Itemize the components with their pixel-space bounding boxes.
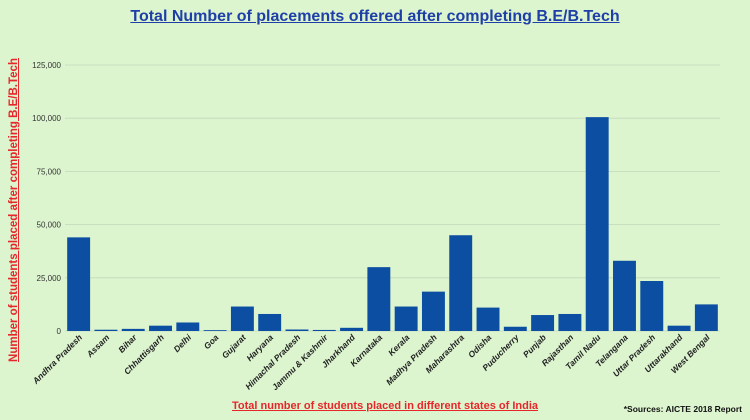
bar-uttar-pradesh (640, 280, 664, 331)
bar-gujarat (230, 306, 254, 331)
bar-uttarakhand (667, 325, 691, 331)
bar-punjab (531, 315, 555, 331)
bar-andhra-pradesh (67, 237, 91, 331)
bar-chhattisgarh (149, 325, 172, 331)
bar-goa (203, 330, 227, 331)
bar-odisha (476, 307, 500, 331)
bar-telangana (613, 260, 636, 331)
x-tick-label: Andhra Pradesh (30, 332, 84, 386)
bar-haryana (258, 313, 282, 331)
y-tick-label: 100,000 (32, 114, 61, 123)
bar-rajasthan (558, 313, 582, 331)
x-tick-label: Kerala (386, 332, 412, 358)
bar-assam (94, 329, 118, 331)
source-note: *Sources: AICTE 2018 Report (623, 404, 742, 414)
grid-lines (65, 64, 720, 332)
bar-himachal-pradesh (285, 329, 309, 331)
bar-tamil-nadu (585, 117, 609, 331)
bar-west-bengal (694, 304, 718, 331)
y-tick-label: 125,000 (32, 61, 61, 70)
bar-delhi (176, 322, 200, 331)
y-tick-label: 75,000 (37, 167, 62, 176)
bar-karnataka (367, 267, 391, 331)
bar-maharashtra (449, 235, 473, 331)
bar-madhya-pradesh (421, 291, 445, 331)
y-tick-label: 25,000 (37, 274, 62, 283)
x-tick-label: Delhi (171, 332, 193, 354)
chart-title: Total Number of placements offered after… (130, 8, 620, 25)
bar-jammu-kashmir (312, 329, 336, 331)
y-tick-label: 0 (57, 327, 62, 336)
y-axis-ticks: 0 25,000 50,000 75,000 100,000 125,000 (32, 61, 61, 336)
y-tick-label: 50,000 (37, 221, 62, 230)
bar-jharkhand (340, 327, 364, 331)
bars (67, 117, 718, 331)
bar-bihar (121, 328, 145, 331)
x-tick-label: Assam (84, 332, 112, 360)
x-tick-label: Goa (202, 332, 221, 351)
x-tick-label: Bihar (116, 332, 139, 355)
bar-kerala (394, 306, 418, 331)
bar-puducherry (503, 326, 527, 331)
x-axis-label: Total number of students placed in diffe… (232, 400, 538, 412)
